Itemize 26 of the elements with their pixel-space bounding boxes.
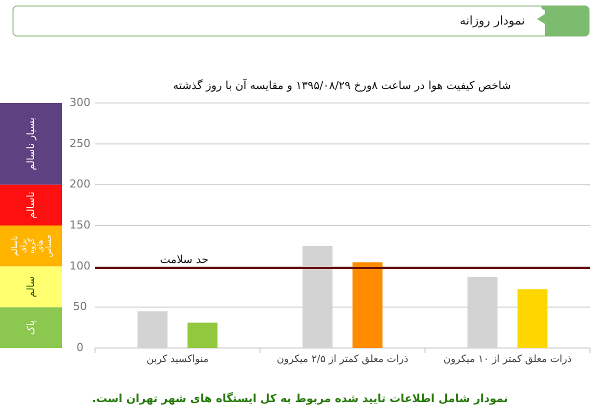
bar (0, 103, 62, 185)
bar (0, 266, 62, 308)
bar (0, 226, 62, 266)
series-label: پاک (26, 320, 37, 335)
bar (0, 184, 62, 226)
bar (188, 322, 218, 348)
series-label: بسیار ناسالم (26, 117, 37, 170)
x-tick-label: ذرات معلق کمتر از ۲/۵ میکرون (276, 354, 408, 365)
bar (352, 262, 382, 348)
series-label: سالم (26, 276, 37, 298)
x-tick-label: منواکسید کربن (146, 354, 209, 365)
chart-title: نمودار روزانه (460, 13, 525, 28)
y-tick-label: 200 (70, 178, 90, 191)
chart-subtitle: شاخص کیفیت هوا در ساعت ۸ورخ ۱۳۹۵/۰۸/۲۹ و مقایسه آن با روز گذشته (173, 78, 511, 92)
y-tick-label: 0 (76, 341, 84, 354)
y-tick-label: 300 (70, 96, 90, 110)
series-label: ناسالم (26, 192, 37, 219)
text: نمودار شامل اطلاعات تایید شده مربوط به کل ایستگاه های شهر تهران است. (92, 392, 508, 405)
bar (0, 307, 62, 348)
y-tick-label: 100 (70, 259, 90, 272)
y-tick-label: 250 (70, 136, 90, 150)
y-tick-label: 150 (70, 218, 90, 232)
x-tick-label: ذرات معلق کمتر از ۱۰ میکرون (443, 354, 572, 365)
bar (518, 289, 548, 348)
y-tick-label: 50 (73, 300, 87, 314)
ref-line-label: حد سلامت (160, 252, 209, 266)
